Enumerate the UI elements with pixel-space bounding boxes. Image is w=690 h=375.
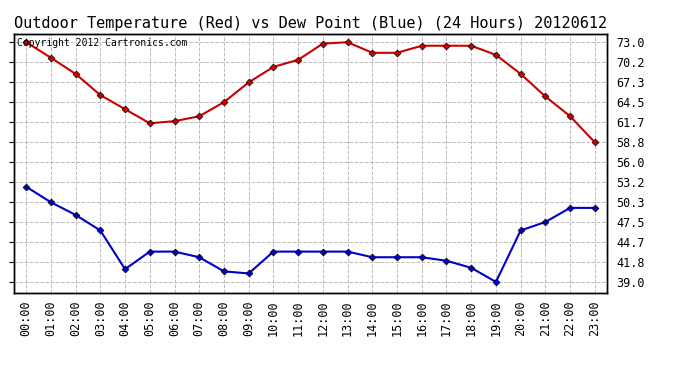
Text: Copyright 2012 Cartronics.com: Copyright 2012 Cartronics.com bbox=[17, 38, 187, 48]
Title: Outdoor Temperature (Red) vs Dew Point (Blue) (24 Hours) 20120612: Outdoor Temperature (Red) vs Dew Point (… bbox=[14, 16, 607, 31]
